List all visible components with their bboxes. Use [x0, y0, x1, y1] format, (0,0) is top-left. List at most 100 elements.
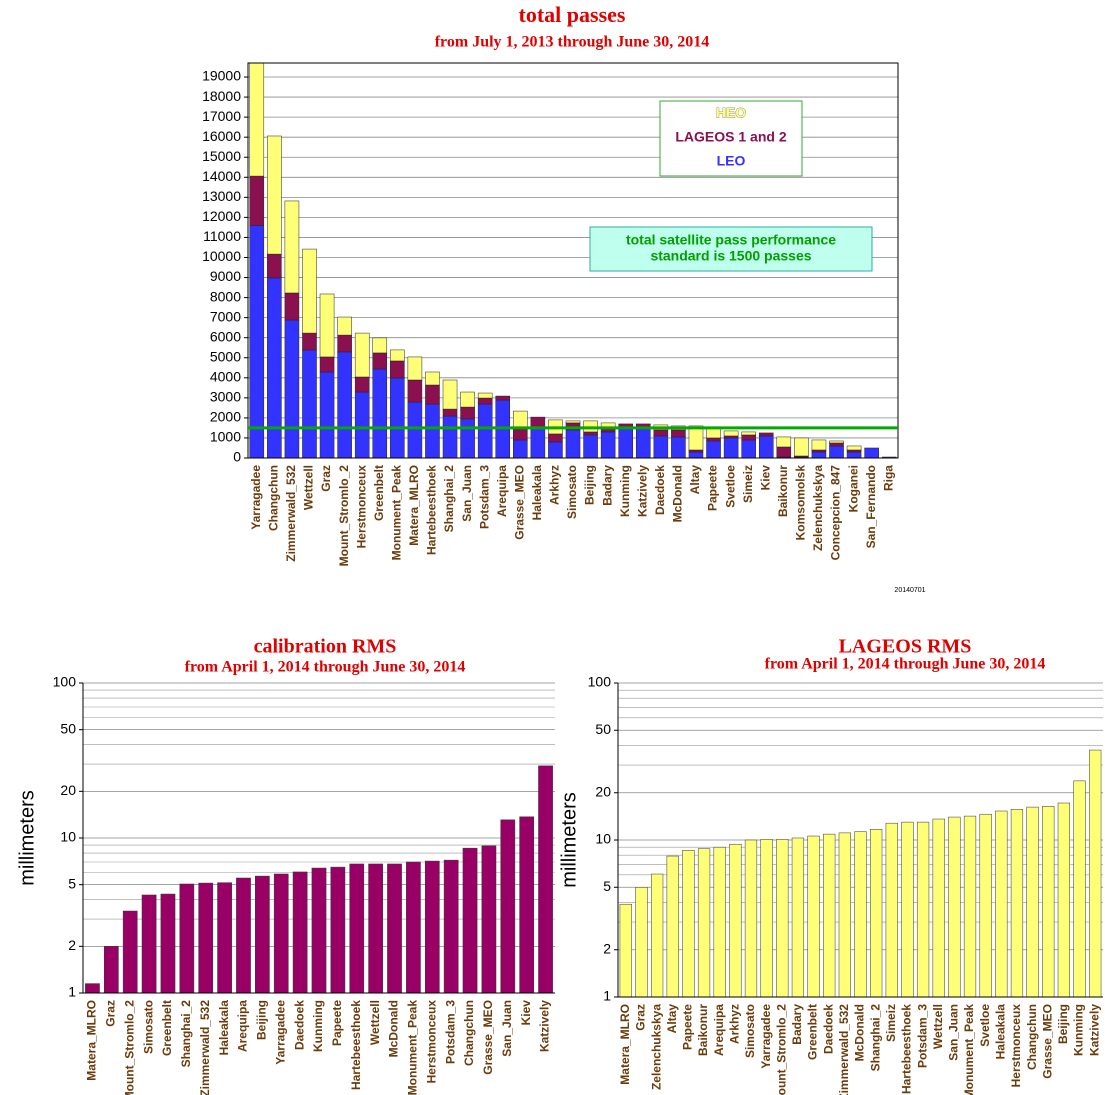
x-tick-label: Badary [600, 465, 614, 506]
bar-segment [671, 429, 686, 438]
bar-segment [583, 420, 598, 433]
bar-segment [249, 175, 265, 226]
bar-segment [319, 356, 335, 373]
chart-title: LAGEOS RMS [839, 636, 972, 658]
bar-segment [600, 431, 616, 459]
bar-segment [407, 379, 423, 403]
x-tick-label: Baikonur [696, 1004, 710, 1056]
bar [791, 837, 805, 998]
bar-segment [688, 451, 704, 459]
bar-segment [706, 437, 721, 442]
bar [713, 846, 726, 998]
bar-segment [600, 422, 616, 428]
bar-segment [513, 439, 528, 459]
bar-segment [635, 427, 651, 459]
x-tick-label: Baikonur [776, 465, 790, 517]
x-tick-label: San_Fernando [864, 465, 878, 548]
bar-segment [723, 437, 739, 459]
x-tick-label: Monument_Peak [962, 1004, 976, 1095]
bar-segment [513, 410, 528, 429]
bar-segment [513, 427, 528, 441]
x-tick-label: Kiev [758, 465, 772, 491]
bar [122, 910, 138, 994]
bar [292, 871, 308, 994]
y-tick-label: 2 [603, 940, 611, 956]
x-tick-label: Grasse_MEO [481, 1000, 495, 1075]
x-tick-label: Komsomolsk [794, 465, 808, 541]
bar-segment [302, 248, 317, 334]
x-tick-label: Haleakala [530, 465, 544, 521]
bar [1010, 808, 1024, 998]
bar-segment [354, 391, 370, 459]
x-tick-label: Graz [319, 465, 333, 492]
bar [760, 839, 773, 998]
bar [619, 903, 632, 998]
bar [916, 821, 930, 998]
x-tick-label: Kiev [519, 1000, 533, 1026]
y-tick-label: 10000 [202, 248, 241, 264]
x-tick-label: Altay [688, 465, 702, 495]
x-tick-label: Simosato [743, 1004, 757, 1058]
bar [1089, 749, 1102, 998]
bar-segment [337, 334, 352, 353]
y-tick-label: 15000 [202, 148, 241, 164]
x-tick-label: Mount_Stromlo_2 [774, 1004, 788, 1095]
x-tick-label: Altay [665, 1004, 679, 1034]
x-tick-label: Shanghai_2 [442, 465, 456, 533]
bar-segment [758, 435, 774, 459]
bar [443, 859, 459, 994]
bar-segment [846, 445, 862, 451]
bar [519, 816, 535, 994]
y-tick-label: 19000 [202, 68, 241, 84]
x-tick-label: McDonald [671, 465, 685, 522]
x-tick-label: Hartebeesthoek [425, 465, 439, 555]
bar-segment [372, 337, 388, 354]
legend-label: HEO [716, 105, 746, 121]
x-tick-label: Potsdam_3 [477, 465, 491, 529]
x-tick-label: Potsdam_3 [915, 1004, 929, 1068]
x-tick-label: Haleakala [217, 1000, 231, 1056]
bar-segment [390, 377, 405, 459]
annotation-text: total satellite pass performance [626, 232, 836, 248]
x-tick-label: San_Juan [500, 1000, 514, 1057]
bar [85, 983, 100, 994]
x-tick-label: Grasse_MEO [512, 465, 526, 540]
bar-segment [829, 445, 844, 459]
y-tick-label: 2000 [210, 409, 241, 425]
y-tick-label: 20 [595, 783, 611, 799]
y-tick-label: 11000 [203, 228, 241, 244]
bar-segment [741, 431, 756, 436]
y-tick-label: 0 [233, 449, 241, 465]
legend-label: LEO [717, 153, 746, 169]
x-tick-label: Potsdam_3 [443, 1000, 457, 1064]
x-tick-label: Graz [103, 1000, 117, 1027]
bar-segment [407, 356, 423, 381]
x-tick-label: Greenbelt [806, 1004, 820, 1060]
bar [481, 845, 497, 994]
bar [885, 822, 898, 998]
y-tick-label: 1 [603, 988, 611, 1004]
x-tick-label: Greenbelt [160, 1000, 174, 1056]
y-tick-label: 1000 [210, 429, 241, 445]
x-tick-label: Yarragadee [759, 1004, 773, 1069]
bar-segment [354, 332, 370, 378]
bar-segment [477, 397, 493, 405]
bar-segment [864, 447, 879, 459]
bar-segment [583, 431, 598, 436]
bar-segment [723, 430, 739, 437]
bar-segment [776, 436, 792, 448]
bar [729, 843, 742, 998]
bar [424, 860, 440, 994]
annotation-text: standard is 1500 passes [650, 248, 811, 264]
bar-segment [284, 319, 300, 459]
x-tick-label: Zelenchukskya [811, 465, 825, 551]
y-tick-label: 50 [595, 721, 611, 737]
bar [963, 815, 977, 998]
y-tick-label: 12000 [202, 208, 241, 224]
bar-segment [425, 371, 440, 386]
bar-segment [706, 440, 721, 459]
bar [744, 839, 758, 998]
bar [948, 816, 961, 998]
x-tick-label: Svetloe [978, 1004, 992, 1047]
